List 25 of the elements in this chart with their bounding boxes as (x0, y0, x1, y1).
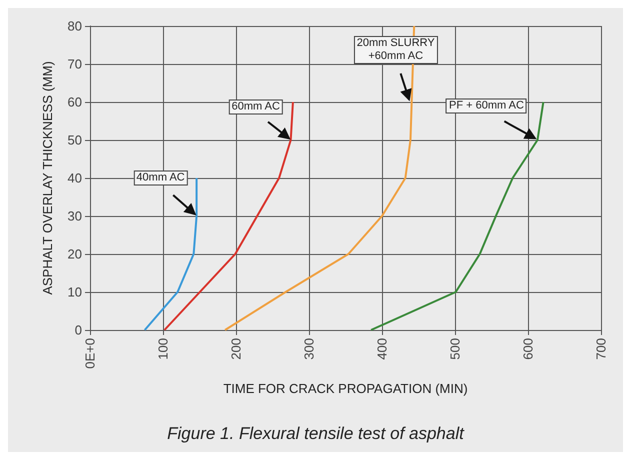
x-tick-label: 0E+0 (82, 338, 98, 369)
y-tick-label: 80 (68, 18, 82, 34)
x-tick-label: 500 (448, 338, 462, 360)
y-axis-title: ASPHALT OVERLAY THICKNESS (MM) (40, 61, 55, 295)
x-axis-title: TIME FOR CRACK PROPAGATION (MIN) (223, 381, 468, 396)
y-tick-label: 10 (68, 284, 82, 300)
x-tick-label: 300 (302, 338, 316, 360)
y-tick-label: 40 (68, 170, 82, 186)
annotation: 60mm AC (228, 100, 283, 114)
y-tick-label: 0 (74, 322, 82, 338)
x-tick-label: 400 (374, 338, 390, 360)
annotation: 40mm AC (133, 170, 188, 186)
x-tick-label: 100 (156, 338, 170, 360)
x-tick-label: 600 (520, 338, 536, 360)
annotation: 20mm SLURRY +60mm AC (354, 36, 438, 64)
y-tick-label: 20 (68, 246, 82, 262)
y-tick-label: 60 (68, 94, 82, 110)
annotation: PF + 60mm AC (446, 98, 527, 114)
y-tick-label: 30 (68, 208, 82, 224)
x-tick-label: 200 (228, 338, 244, 360)
y-tick-label: 50 (68, 132, 82, 148)
y-tick-label: 70 (68, 56, 82, 72)
caption: Figure 1. Flexural tensile test of asphalt (166, 424, 466, 444)
x-tick-label: 700 (594, 338, 608, 360)
line-series (370, 101, 544, 331)
